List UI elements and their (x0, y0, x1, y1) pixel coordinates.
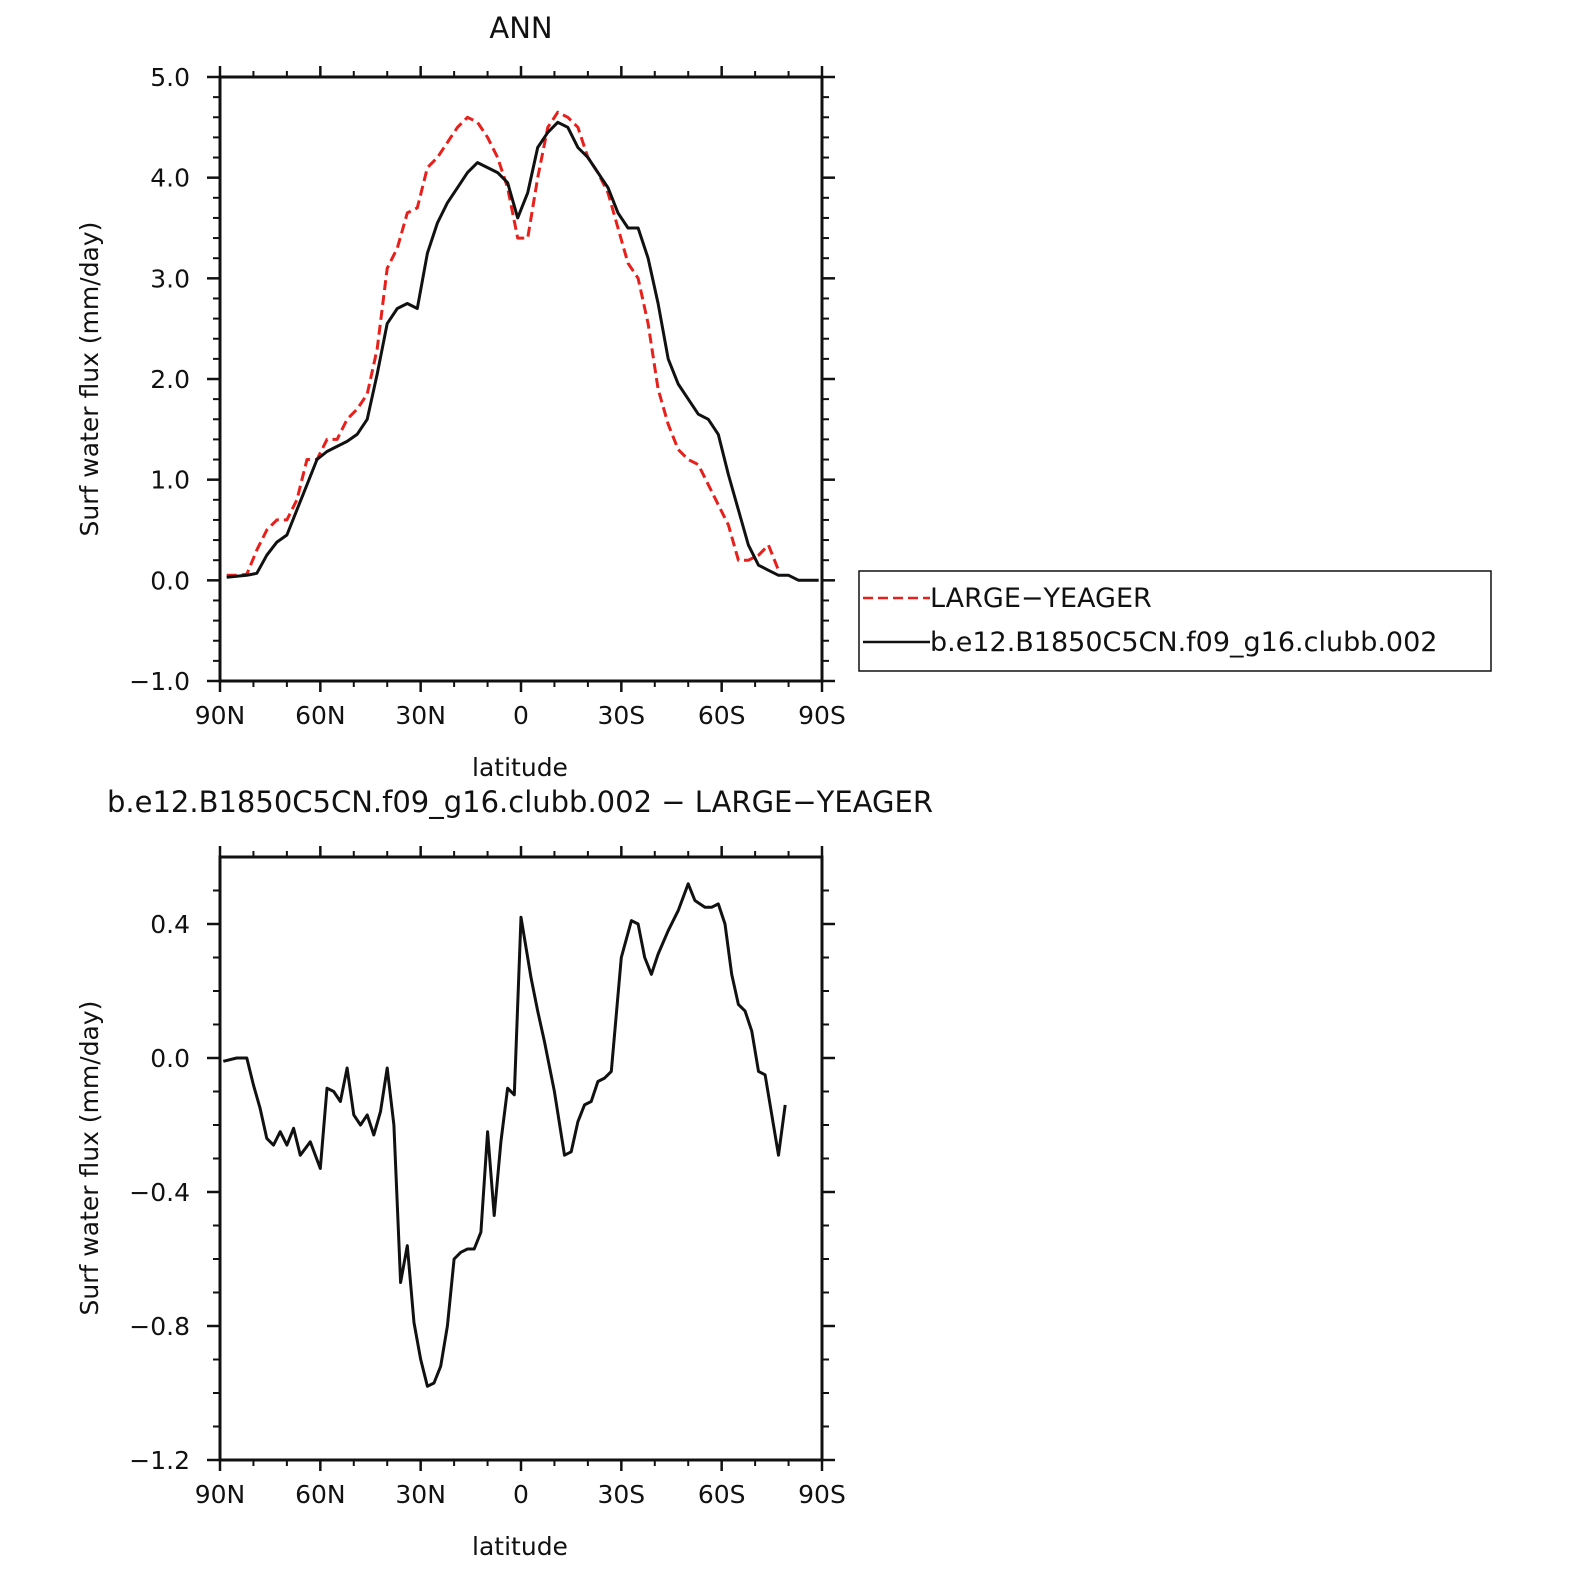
bottom-series (222, 882, 787, 1388)
x-tick-label: 30S (597, 1480, 645, 1509)
top-series (226, 110, 819, 582)
legend: LARGE−YEAGER b.e12.B1850C5CN.f09_g16.clu… (858, 570, 1492, 672)
bottom-ticks (207, 846, 835, 1471)
legend-label-large-yeager: LARGE−YEAGER (930, 583, 1152, 614)
x-tick-label: 60S (698, 701, 746, 730)
legend-label-clubb: b.e12.B1850C5CN.f09_g16.clubb.002 (930, 627, 1437, 658)
x-tick-label: 60N (295, 701, 346, 730)
y-tick-label: −0.4 (129, 1178, 190, 1207)
bottom-x-axis-label: latitude (472, 1532, 568, 1561)
x-tick-label: 0 (513, 1480, 529, 1509)
top-ticks (207, 66, 835, 692)
x-tick-label: 90N (195, 1480, 246, 1509)
bottom-y-tick-labels: −1.2 −0.8 −0.4 0.0 0.4 (129, 910, 190, 1475)
y-tick-label: 4.0 (150, 164, 190, 193)
x-tick-label: 90S (798, 701, 846, 730)
x-tick-label: 90N (195, 701, 246, 730)
series-line (226, 110, 780, 577)
x-tick-label: 0 (513, 701, 529, 730)
y-tick-label: 0.4 (150, 910, 190, 939)
top-plot-frame (218, 75, 824, 683)
bottom-y-axis-label: Surf water flux (mm/day) (75, 1001, 104, 1316)
top-x-tick-labels: 90N 60N 30N 0 30S 60S 90S (195, 701, 846, 730)
x-tick-label: 90S (798, 1480, 846, 1509)
y-tick-label: 1.0 (150, 466, 190, 495)
top-y-tick-labels: −1.0 0.0 1.0 2.0 3.0 4.0 5.0 (129, 63, 190, 696)
x-tick-label: 30N (395, 701, 446, 730)
legend-box (858, 570, 1492, 672)
y-tick-label: −0.8 (129, 1312, 190, 1341)
top-y-axis-label: Surf water flux (mm/day) (75, 222, 104, 537)
bottom-x-tick-labels: 90N 60N 30N 0 30S 60S 90S (195, 1480, 846, 1509)
x-tick-label: 60N (295, 1480, 346, 1509)
x-tick-label: 30S (597, 701, 645, 730)
bottom-chart-title: b.e12.B1850C5CN.f09_g16.clubb.002 − LARG… (107, 785, 933, 819)
y-tick-label: 3.0 (150, 264, 190, 293)
y-tick-label: 0.0 (150, 1044, 190, 1073)
y-tick-label: −1.0 (129, 667, 190, 696)
series-line (222, 882, 787, 1388)
x-tick-label: 30N (395, 1480, 446, 1509)
top-chart-title: ANN (489, 11, 552, 45)
y-tick-label: −1.2 (129, 1446, 190, 1475)
top-x-axis-label: latitude (472, 753, 568, 782)
series-line (226, 120, 819, 582)
x-tick-label: 60S (698, 1480, 746, 1509)
y-tick-label: 5.0 (150, 63, 190, 92)
y-tick-label: 0.0 (150, 566, 190, 595)
top-panel: ANN −1.0 0.0 1.0 2.0 3.0 4.0 5.0 90N 60N 30N 0 30S… (75, 11, 846, 782)
y-tick-label: 2.0 (150, 365, 190, 394)
bottom-panel: b.e12.B1850C5CN.f09_g16.clubb.002 − LARG… (75, 785, 933, 1561)
